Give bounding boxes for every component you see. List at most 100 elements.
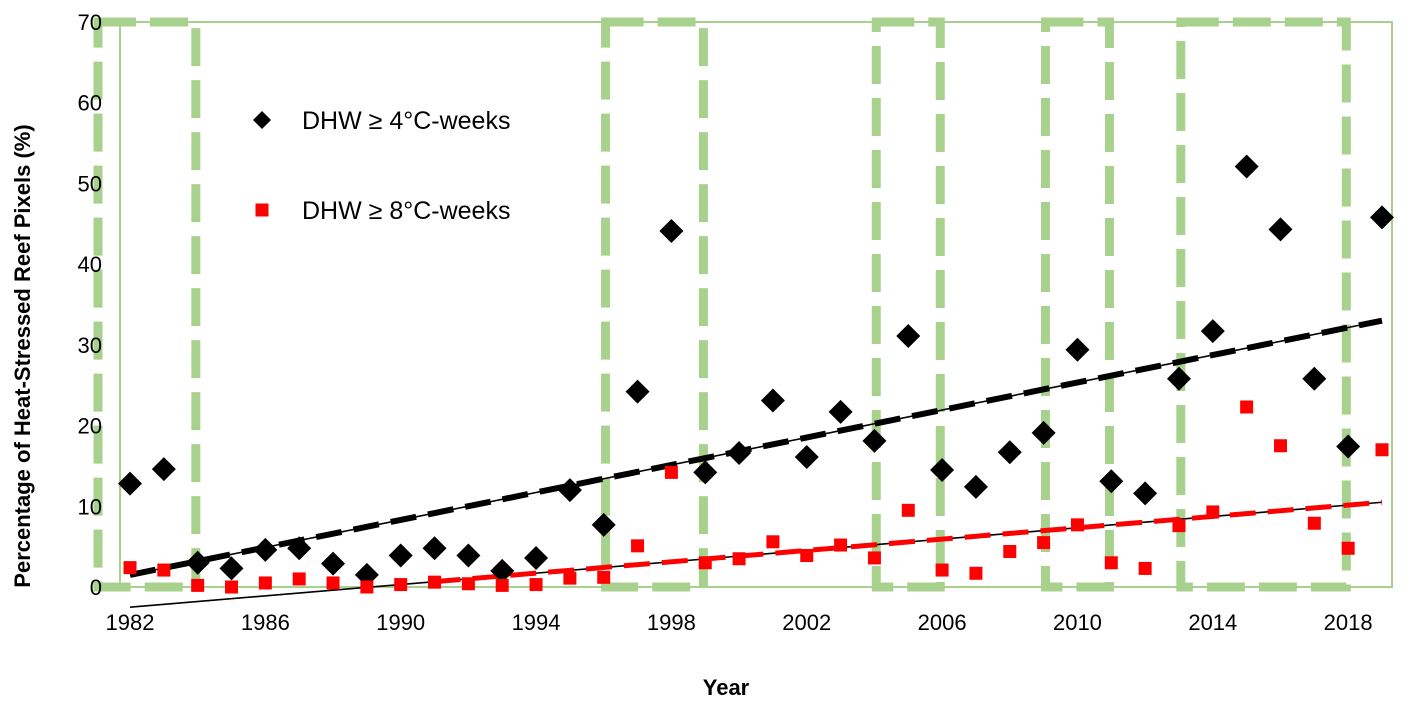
dhw8-point bbox=[258, 576, 272, 590]
dhw8-point bbox=[901, 503, 915, 517]
dhw8-point bbox=[834, 538, 848, 552]
dhw8-point bbox=[1037, 536, 1051, 550]
dhw4-point bbox=[118, 471, 142, 496]
dhw4-point bbox=[659, 219, 684, 244]
dhw4-point bbox=[1302, 366, 1327, 391]
dhw8-point bbox=[867, 551, 881, 565]
dhw4-point bbox=[794, 445, 819, 470]
dhw8-point bbox=[1375, 443, 1389, 457]
dhw4-point bbox=[963, 474, 988, 499]
dhw8-point bbox=[394, 578, 408, 592]
dhw4-point bbox=[557, 478, 582, 503]
dhw8-point bbox=[225, 580, 239, 594]
legend-marker-dhw8 bbox=[255, 203, 269, 217]
x-axis-title: Year bbox=[703, 675, 750, 700]
dhw8-point bbox=[123, 561, 137, 575]
dhw4-point bbox=[1200, 319, 1225, 344]
dhw8-point bbox=[1003, 544, 1017, 558]
dhw4-point bbox=[930, 457, 955, 482]
dhw4-point bbox=[760, 388, 785, 413]
dhw4-point bbox=[524, 545, 549, 570]
y-tick-label: 50 bbox=[78, 171, 102, 196]
dhw8-point bbox=[1240, 400, 1254, 414]
dhw4-point bbox=[151, 457, 176, 482]
dhw4-point bbox=[896, 323, 921, 348]
dhw4-point bbox=[997, 440, 1022, 465]
dhw4-point bbox=[1031, 420, 1056, 445]
highlight-period-1 bbox=[93, 17, 201, 592]
dhw4-point bbox=[727, 441, 752, 466]
x-tick-label: 1986 bbox=[241, 610, 290, 635]
dhw4-point bbox=[591, 512, 616, 537]
dhw4-point bbox=[1336, 434, 1361, 459]
legend-label: DHW ≥ 4°C-weeks bbox=[302, 107, 510, 135]
dhw8-point bbox=[732, 552, 746, 566]
x-tick-label: 2010 bbox=[1053, 610, 1102, 635]
y-tick-label: 70 bbox=[78, 10, 102, 35]
x-tick-label: 2014 bbox=[1188, 610, 1237, 635]
dhw8-point bbox=[1070, 518, 1084, 532]
dhw4-point bbox=[185, 550, 210, 575]
x-tick-label: 2002 bbox=[782, 610, 831, 635]
dhw4-point bbox=[625, 379, 650, 404]
dhw4-point bbox=[1099, 469, 1124, 494]
x-tick-label: 2018 bbox=[1324, 610, 1373, 635]
dhw8-point bbox=[157, 563, 171, 577]
dhw8-point bbox=[597, 570, 611, 584]
dhw8-point bbox=[326, 576, 340, 590]
y-tick-label: 10 bbox=[78, 494, 102, 519]
dhw8-point bbox=[360, 580, 374, 594]
x-tick-label: 1982 bbox=[106, 610, 155, 635]
y-axis-title: Percentage of Heat-Stressed Reef Pixels … bbox=[10, 124, 35, 587]
highlight-period-3 bbox=[871, 17, 945, 592]
x-tick-label: 1994 bbox=[512, 610, 561, 635]
x-tick-label: 1990 bbox=[376, 610, 425, 635]
legend-label: DHW ≥ 8°C-weeks bbox=[302, 197, 510, 225]
dhw4-point bbox=[388, 543, 413, 568]
y-tick-label: 0 bbox=[90, 575, 102, 600]
dhw4-point bbox=[828, 399, 853, 424]
dhw8-point bbox=[1104, 556, 1118, 570]
dhw8-point bbox=[1273, 439, 1287, 453]
dhw8-point bbox=[428, 575, 442, 589]
dhw8-point bbox=[664, 465, 678, 479]
dhw4-point bbox=[287, 536, 312, 561]
dhw8-point bbox=[191, 578, 205, 592]
dhw4-point bbox=[1166, 366, 1191, 391]
dhw4-point bbox=[456, 543, 481, 568]
highlight-period-2 bbox=[601, 17, 708, 592]
dhw8-point bbox=[935, 563, 949, 577]
dhw8-point bbox=[631, 539, 645, 553]
highlight-period-5 bbox=[1176, 17, 1351, 592]
dhw8-point bbox=[766, 535, 780, 549]
dhw8-point bbox=[292, 572, 306, 586]
dhw4-point bbox=[253, 537, 278, 562]
dhw4-point bbox=[1234, 154, 1259, 179]
y-tick-label: 30 bbox=[78, 333, 102, 358]
x-tick-label: 1998 bbox=[647, 610, 696, 635]
dhw8-point bbox=[495, 578, 509, 592]
dhw8-point bbox=[461, 577, 475, 591]
y-tick-label: 20 bbox=[78, 414, 102, 439]
x-tick-label: 2006 bbox=[918, 610, 967, 635]
dhw8-point bbox=[1138, 561, 1152, 575]
trendline-dashed-1 bbox=[129, 317, 1383, 578]
dhw8-point bbox=[1172, 519, 1186, 533]
dhw4-point bbox=[1065, 337, 1090, 362]
legend-marker-dhw4 bbox=[253, 111, 271, 129]
dhw4-point bbox=[490, 558, 515, 583]
y-tick-label: 40 bbox=[78, 252, 102, 277]
dhw4-point bbox=[422, 536, 447, 561]
dhw8-point bbox=[698, 556, 712, 570]
dhw4-point bbox=[862, 428, 887, 453]
dhw8-point bbox=[969, 566, 983, 580]
dhw4-point bbox=[1133, 481, 1158, 506]
dhw8-point bbox=[529, 578, 543, 592]
dhw4-point bbox=[693, 460, 718, 485]
y-tick-label: 60 bbox=[78, 91, 102, 116]
dhw4-point bbox=[1268, 217, 1293, 242]
dhw4-point bbox=[1370, 205, 1394, 230]
dhw8-point bbox=[800, 549, 814, 563]
